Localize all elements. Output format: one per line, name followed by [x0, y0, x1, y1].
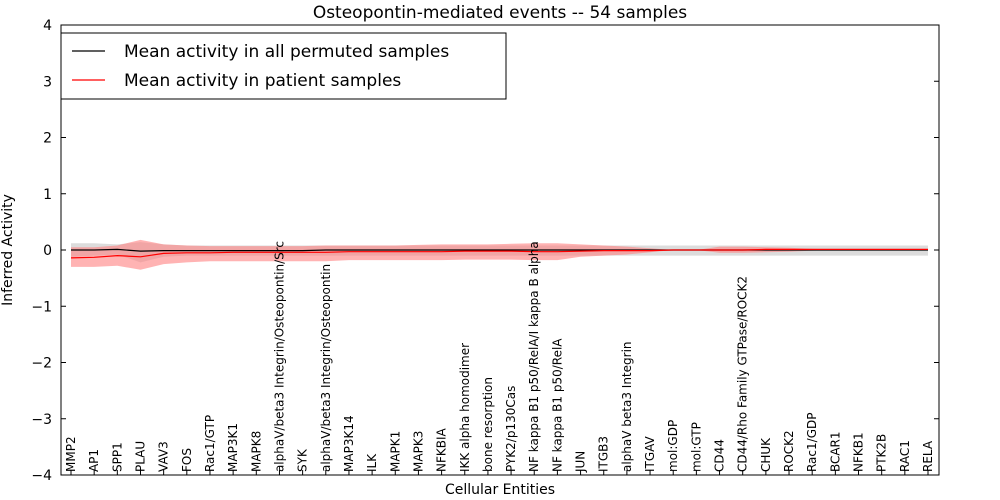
x-tick-label: alphaV beta3 Integrin — [620, 341, 634, 472]
x-tick-label: MAPK8 — [249, 431, 263, 472]
x-tick-label: ITGB3 — [597, 436, 611, 472]
x-tick-label: mol:GDP — [666, 420, 680, 472]
x-tick-label: MAPK3 — [411, 431, 425, 472]
x-tick-label: CD44/Rho Family GTPase/ROCK2 — [736, 276, 750, 472]
legend-box — [60, 32, 507, 100]
x-tick-label: VAV3 — [157, 441, 171, 472]
x-tick-label: bone resorption — [481, 377, 495, 472]
x-tick-label: FOS — [180, 448, 194, 472]
x-tick-label: Rac1/GDP — [805, 413, 819, 472]
x-tick-label: NFKB1 — [852, 432, 866, 472]
x-tick-label: NF kappa B1 p50/RelA/I kappa B alpha — [527, 241, 541, 472]
x-tick-label: SPP1 — [110, 442, 124, 472]
x-tick-label: RELA — [921, 440, 935, 472]
x-tick-label: NF kappa B1 p50/RelA — [550, 338, 564, 472]
x-tick-label: AP1 — [87, 449, 101, 472]
y-tick-label: −4 — [31, 468, 52, 484]
y-tick-label: 4 — [43, 18, 52, 34]
y-tick-label: −1 — [31, 299, 52, 315]
y-tick-label: 0 — [43, 243, 52, 259]
x-tick-label: MMP2 — [64, 436, 78, 472]
x-tick-label: PLAU — [134, 441, 148, 472]
x-tick-label: alphaV/beta3 Integrin/Osteopontin — [319, 264, 333, 472]
x-tick-label: MAP3K1 — [226, 423, 240, 472]
x-tick-label: alphaV/beta3 Integrin/Osteopontin/Src — [273, 241, 287, 472]
series-line-patient — [70, 248, 928, 259]
x-tick-label: ROCK2 — [782, 430, 796, 472]
series-lines — [70, 248, 928, 259]
x-tick-label: BCAR1 — [828, 431, 842, 472]
x-tick-label: ILK — [365, 453, 379, 472]
y-tick-label: 1 — [43, 187, 52, 203]
x-tick-label: MAP3K14 — [342, 415, 356, 472]
x-tick-label: IKK alpha homodimer — [458, 343, 472, 472]
x-tick-label: PYK2/p130Cas — [504, 386, 518, 472]
x-tick-labels: MMP2 AP1 SPP1 PLAU VAV3 FOS Rac1/GTP MAP3K1 MAPK… — [64, 241, 935, 475]
y-tick-label: 3 — [43, 74, 52, 90]
x-tick-label: PTK2B — [875, 434, 889, 472]
y-tick-label: −2 — [31, 356, 52, 372]
x-tick-label: NFKBIA — [435, 427, 449, 472]
x-tick-label: CD44 — [713, 439, 727, 472]
x-tick-label: MAPK1 — [388, 431, 402, 472]
x-tick-label: ITGAV — [643, 435, 657, 472]
x-axis-label: Cellular Entities — [445, 482, 555, 498]
band-patient — [71, 239, 928, 270]
y-tick-label: −3 — [31, 412, 52, 428]
x-tick-label: Rac1/GTP — [203, 415, 217, 472]
x-tick-label: SYK — [296, 448, 310, 472]
x-tick-label: mol:GTP — [689, 422, 703, 472]
x-tick-label: CHUK — [759, 437, 773, 472]
y-axis: −4 −3 −2 −1 0 1 2 3 4 — [31, 18, 939, 484]
legend-label-patient: Mean activity in patient samples — [124, 71, 401, 91]
chart-title: Osteopontin-mediated events -- 54 sample… — [313, 3, 687, 23]
confidence-bands — [71, 239, 928, 270]
y-axis-label: Inferred Activity — [0, 194, 16, 306]
y-tick-label: 2 — [43, 131, 52, 147]
legend-label-permuted: Mean activity in all permuted samples — [124, 42, 449, 62]
legend: Mean activity in all permuted samples Me… — [60, 32, 507, 100]
x-tick-label: JUN — [574, 451, 588, 473]
x-tick-label: RAC1 — [898, 440, 912, 472]
